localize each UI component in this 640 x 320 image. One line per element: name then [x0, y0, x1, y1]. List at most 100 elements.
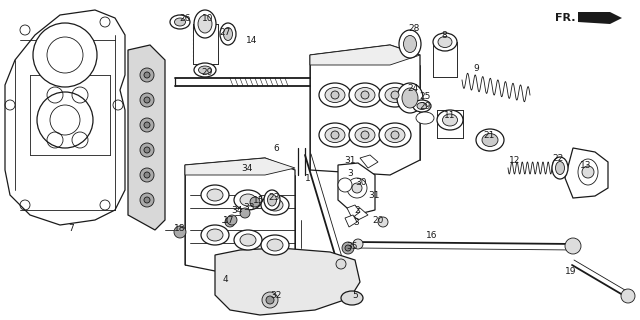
Bar — [193, 24, 218, 64]
Circle shape — [144, 147, 150, 153]
Ellipse shape — [397, 83, 423, 113]
Circle shape — [144, 72, 150, 78]
Ellipse shape — [207, 229, 223, 241]
Text: 32: 32 — [270, 291, 282, 300]
Ellipse shape — [433, 33, 457, 51]
Ellipse shape — [379, 123, 411, 147]
Text: 14: 14 — [246, 36, 258, 44]
Ellipse shape — [349, 83, 381, 107]
Ellipse shape — [220, 23, 236, 45]
Circle shape — [140, 143, 154, 157]
Circle shape — [33, 23, 97, 87]
Ellipse shape — [385, 87, 405, 102]
Text: 8: 8 — [441, 30, 447, 39]
Text: 3: 3 — [347, 169, 353, 178]
Circle shape — [140, 193, 154, 207]
Ellipse shape — [438, 36, 452, 47]
Polygon shape — [578, 12, 622, 24]
Ellipse shape — [379, 83, 411, 107]
Ellipse shape — [207, 189, 223, 201]
Text: 4: 4 — [222, 276, 228, 284]
Text: 1: 1 — [305, 173, 311, 182]
Bar — [433, 42, 457, 77]
Circle shape — [565, 238, 581, 254]
Circle shape — [331, 91, 339, 99]
Polygon shape — [345, 215, 357, 227]
Text: 15: 15 — [253, 196, 265, 204]
Ellipse shape — [476, 129, 504, 151]
Ellipse shape — [402, 88, 418, 108]
Ellipse shape — [349, 123, 381, 147]
Polygon shape — [310, 45, 420, 65]
Ellipse shape — [442, 114, 458, 126]
Circle shape — [345, 245, 351, 251]
Ellipse shape — [403, 36, 417, 52]
Polygon shape — [347, 205, 360, 218]
Text: 6: 6 — [273, 143, 279, 153]
Polygon shape — [350, 208, 368, 220]
Ellipse shape — [234, 230, 262, 250]
Polygon shape — [185, 158, 295, 280]
Text: 3: 3 — [353, 218, 359, 227]
Circle shape — [361, 91, 369, 99]
Ellipse shape — [198, 15, 212, 33]
Circle shape — [227, 215, 237, 225]
Ellipse shape — [201, 225, 229, 245]
Ellipse shape — [268, 194, 276, 206]
Circle shape — [144, 97, 150, 103]
Circle shape — [240, 208, 250, 218]
Ellipse shape — [482, 133, 498, 147]
Circle shape — [391, 131, 399, 139]
Ellipse shape — [552, 157, 568, 179]
Circle shape — [342, 242, 354, 254]
Circle shape — [331, 131, 339, 139]
Text: 29: 29 — [202, 68, 212, 76]
Text: FR.: FR. — [554, 13, 575, 23]
Text: 20: 20 — [372, 215, 384, 225]
Ellipse shape — [341, 291, 363, 305]
Circle shape — [140, 118, 154, 132]
Ellipse shape — [170, 15, 190, 29]
Polygon shape — [360, 155, 378, 168]
Circle shape — [391, 91, 399, 99]
Circle shape — [361, 131, 369, 139]
Ellipse shape — [416, 112, 434, 124]
Polygon shape — [128, 45, 165, 230]
Circle shape — [266, 296, 274, 304]
Circle shape — [582, 166, 594, 178]
Ellipse shape — [325, 87, 345, 102]
Text: 18: 18 — [174, 223, 186, 233]
Circle shape — [140, 93, 154, 107]
Ellipse shape — [267, 199, 283, 211]
Ellipse shape — [319, 123, 351, 147]
Ellipse shape — [267, 239, 283, 251]
Circle shape — [621, 289, 635, 303]
Circle shape — [47, 37, 83, 73]
Text: 23: 23 — [268, 193, 280, 202]
Text: 9: 9 — [473, 63, 479, 73]
Polygon shape — [565, 148, 608, 198]
Circle shape — [250, 197, 260, 207]
Ellipse shape — [437, 110, 463, 130]
Ellipse shape — [264, 190, 280, 210]
Text: 5: 5 — [352, 291, 358, 300]
Ellipse shape — [223, 28, 232, 41]
Ellipse shape — [194, 10, 216, 38]
Text: 31: 31 — [344, 156, 356, 164]
Circle shape — [144, 122, 150, 128]
Circle shape — [37, 92, 93, 148]
Circle shape — [140, 168, 154, 182]
Circle shape — [336, 259, 346, 269]
Text: 22: 22 — [552, 154, 564, 163]
Ellipse shape — [399, 30, 421, 58]
Circle shape — [353, 239, 363, 249]
Text: 2: 2 — [354, 205, 360, 214]
Ellipse shape — [355, 87, 375, 102]
Text: 33: 33 — [243, 203, 255, 212]
Circle shape — [378, 217, 388, 227]
Polygon shape — [310, 45, 420, 175]
Text: 35: 35 — [346, 242, 358, 251]
Circle shape — [140, 68, 154, 82]
Circle shape — [262, 292, 278, 308]
Text: 28: 28 — [408, 23, 420, 33]
